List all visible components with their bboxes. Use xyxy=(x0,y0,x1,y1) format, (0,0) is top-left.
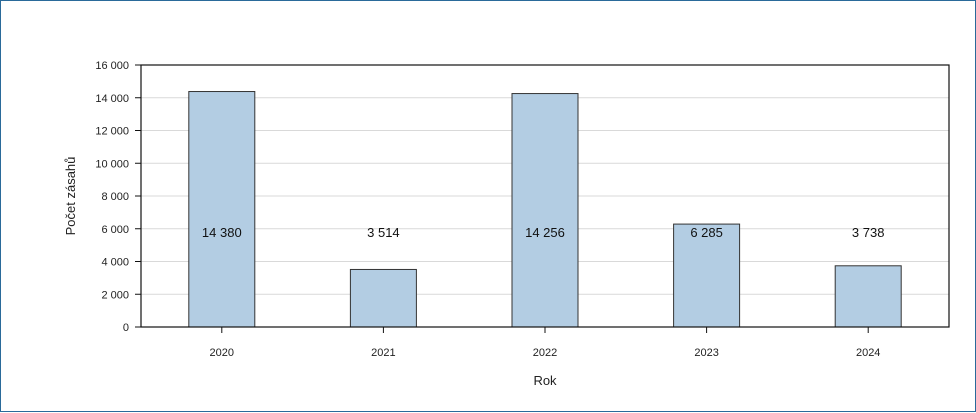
y-tick-label: 4 000 xyxy=(101,257,129,269)
data-label-2020: 14 380 xyxy=(202,225,242,240)
x-tick-label: 2024 xyxy=(856,347,880,359)
bar-2022 xyxy=(511,93,579,328)
data-label-2022: 14 256 xyxy=(525,225,565,240)
bar-2020 xyxy=(188,91,256,328)
x-tick-label: 2021 xyxy=(371,347,395,359)
x-axis-title: Rok xyxy=(533,373,557,388)
y-tick-label: 16 000 xyxy=(95,60,129,72)
y-tick-label: 2 000 xyxy=(101,289,129,301)
x-tick-label: 2020 xyxy=(210,347,234,359)
x-tick-label: 2022 xyxy=(533,347,557,359)
x-tick-label: 2023 xyxy=(694,347,718,359)
y-tick-label: 14 000 xyxy=(95,93,129,105)
bar-2024 xyxy=(834,265,902,328)
y-tick-label: 0 xyxy=(123,322,129,334)
data-label-2021: 3 514 xyxy=(367,225,400,240)
data-labels: 14 380 3 514 14 256 6 285 3 738 xyxy=(202,225,885,240)
y-axis: 0 2 000 4 000 6 000 8 000 10 000 12 000 14 000 1… xyxy=(95,60,141,334)
y-tick-label: 10 000 xyxy=(95,158,129,170)
bar-2021 xyxy=(349,268,417,328)
y-tick-label: 6 000 xyxy=(101,224,129,236)
x-axis: 2020 2021 2022 2023 2024 xyxy=(210,327,880,359)
data-label-2023: 6 285 xyxy=(690,225,723,240)
bars xyxy=(188,91,902,328)
bar-2023 xyxy=(673,223,741,328)
y-axis-title: Počet zásahů xyxy=(63,157,78,236)
y-tick-label: 8 000 xyxy=(101,191,129,203)
y-tick-label: 12 000 xyxy=(95,126,129,138)
data-label-2024: 3 738 xyxy=(852,225,885,240)
